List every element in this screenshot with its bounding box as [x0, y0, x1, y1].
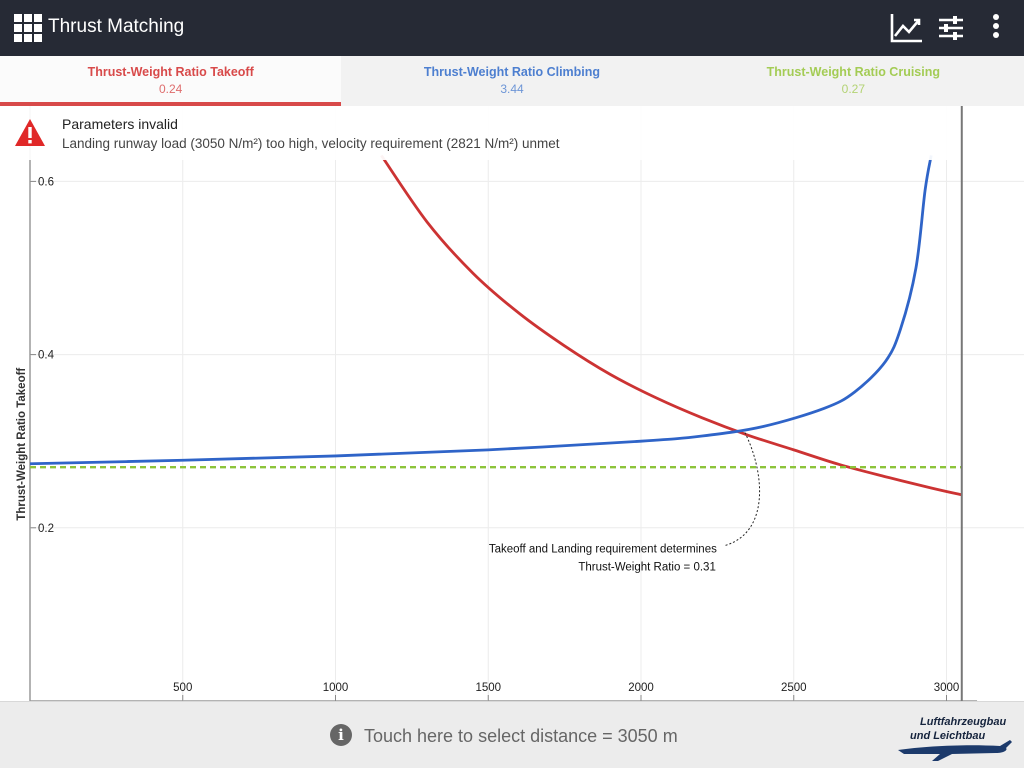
warning-message: Landing runway load (3050 N/m²) too high…	[62, 136, 560, 151]
x-tick-label: 2000	[628, 682, 654, 694]
logo-line-2: und Leichtbau	[910, 730, 986, 742]
y-axis-label: Thrust-Weight Ratio Takeoff	[16, 368, 28, 521]
bottom-bar: i Touch here to select distance = 3050 m…	[0, 701, 1024, 768]
warning-title: Parameters invalid	[62, 116, 178, 132]
apps-grid-icon[interactable]	[14, 14, 42, 42]
annotation-line-2: Thrust-Weight Ratio = 0.31	[578, 562, 716, 574]
warning-banner: Parameters invalid Landing runway load (…	[0, 106, 960, 160]
y-tick-label: 0.4	[38, 350, 55, 362]
tab-climbing[interactable]: Thrust-Weight Ratio Climbing 3.44	[341, 56, 682, 106]
tune-sliders-icon[interactable]	[934, 12, 968, 44]
thrust-weight-chart[interactable]: 500 1000 1500 2000 2500 3000 0.2 0.4 0.6 Thrust-W…	[0, 106, 1024, 701]
page-title: Thrust Matching	[48, 16, 185, 37]
top-app-bar: Thrust Matching	[0, 0, 1024, 56]
info-icon: i	[330, 724, 352, 746]
y-tick-label: 0.6	[38, 176, 54, 188]
select-distance-button[interactable]: Touch here to select distance = 3050 m	[364, 726, 678, 746]
tab-value: 0.24	[158, 82, 183, 96]
more-vert-icon[interactable]	[979, 12, 1013, 44]
x-tick-label: 2500	[781, 682, 807, 694]
tab-value: 0.27	[841, 82, 865, 96]
chart-icon[interactable]	[890, 12, 924, 44]
x-tick-label: 3000	[934, 682, 960, 694]
tab-label: Thrust-Weight Ratio Takeoff	[87, 65, 254, 79]
warning-icon	[14, 118, 46, 148]
airplane-logo: Luftfahrzeugbau und Leichtbau	[896, 714, 1014, 762]
series-line-takeoff	[380, 154, 963, 497]
tab-cruising[interactable]: Thrust-Weight Ratio Cruising 0.27	[683, 56, 1024, 106]
tab-bar: Thrust-Weight Ratio Takeoff 0.24 Thrust-…	[0, 56, 1024, 106]
x-tick-label: 500	[173, 682, 192, 694]
annotation-leader	[724, 432, 761, 547]
tab-label: Thrust-Weight Ratio Cruising	[766, 65, 940, 79]
annotation-line-1: Takeoff and Landing requirement determin…	[489, 544, 717, 556]
tab-takeoff[interactable]: Thrust-Weight Ratio Takeoff 0.24	[0, 56, 342, 106]
x-tick-label: 1500	[475, 682, 501, 694]
x-tick-label: 1000	[323, 682, 349, 694]
series-line-climbing	[29, 155, 933, 466]
logo-line-1: Luftfahrzeugbau	[920, 716, 1007, 728]
y-tick-label: 0.2	[38, 523, 54, 535]
tab-value: 3.44	[500, 82, 524, 96]
tab-label: Thrust-Weight Ratio Climbing	[423, 65, 601, 79]
